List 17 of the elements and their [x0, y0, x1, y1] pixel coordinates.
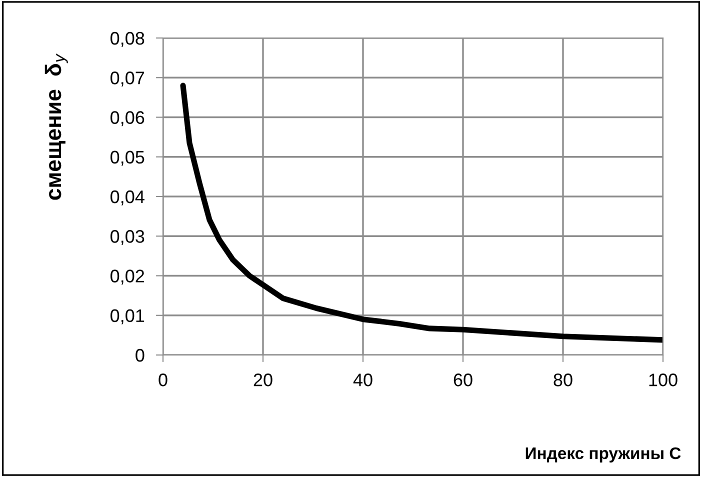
y-tick-label: 0,06 [110, 111, 144, 126]
y-tick-label: 0,07 [110, 72, 144, 86]
x-tick-label: 20 [254, 374, 272, 386]
y-tick-label: 0 [136, 348, 144, 362]
x-tick-label: 0 [158, 374, 168, 386]
y-tick-label: 0,02 [110, 270, 144, 285]
y-tick-label: 0,08 [110, 32, 144, 47]
y-tick-label: 0,01 [110, 309, 144, 324]
x-tick-label: 40 [353, 374, 372, 386]
x-axis-title: Индекс пружины С [526, 447, 681, 462]
y-tick-label: 0,04 [110, 190, 144, 206]
x-tick-label: 60 [454, 374, 472, 386]
y-tick-label: 0,05 [110, 150, 144, 166]
x-tick-label: 80 [554, 374, 572, 386]
x-tick-label: 100 [649, 374, 678, 386]
y-axis-title: смещение δ$_{y}$ [44, 54, 68, 200]
y-tick-label: 0,03 [110, 230, 144, 245]
